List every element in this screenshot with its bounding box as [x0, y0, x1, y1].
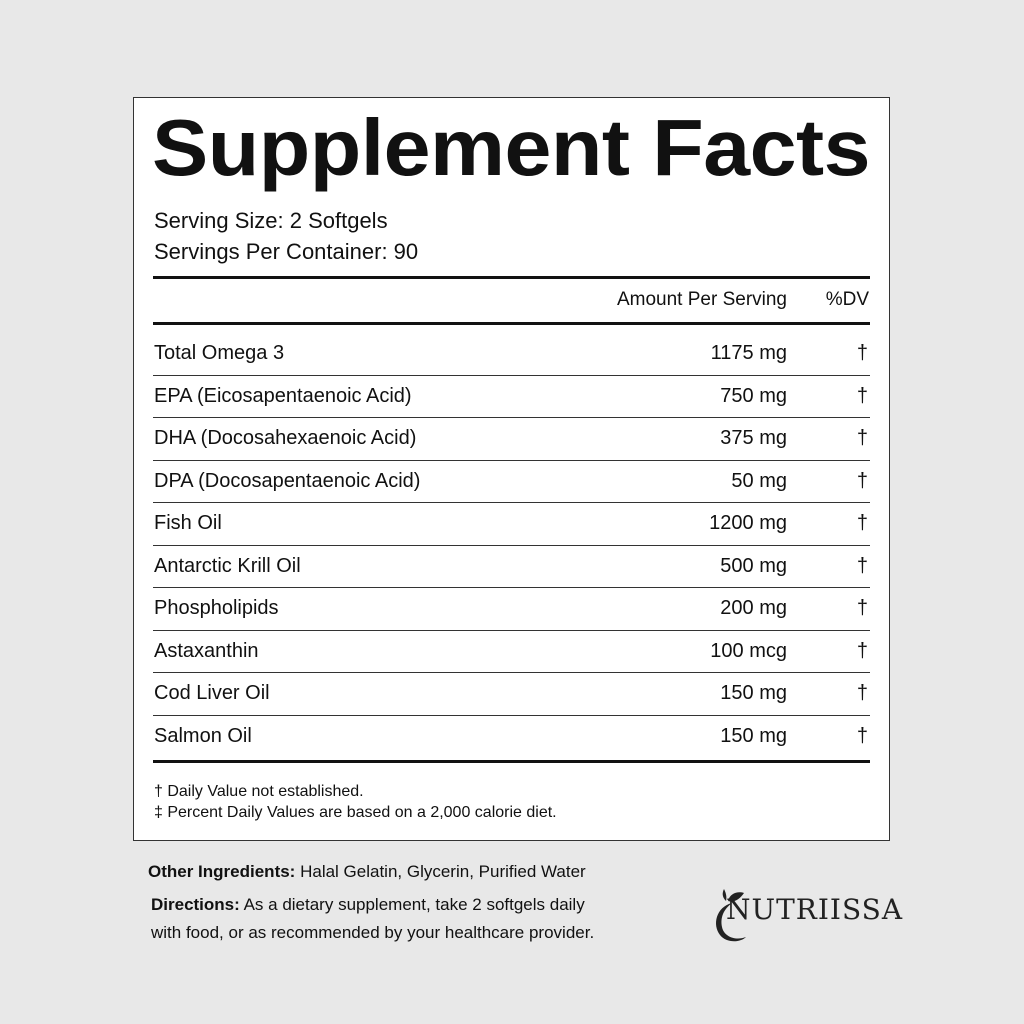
divider	[153, 276, 870, 279]
footnote-dagger: † Daily Value not established.	[154, 783, 364, 800]
serving-size: Serving Size: 2 Softgels	[154, 208, 388, 233]
other-ingredients-text: Halal Gelatin, Glycerin, Purified Water	[295, 862, 586, 881]
directions-label: Directions:	[151, 895, 240, 914]
other-ingredients-label: Other Ingredients:	[148, 862, 296, 881]
nutrient-name: Salmon Oil	[154, 724, 252, 747]
nutrient-dv: †	[856, 384, 868, 407]
nutrient-dv: †	[856, 427, 868, 449]
nutrient-name: DPA (Docosapentaenoic Acid)	[154, 469, 421, 492]
divider	[153, 760, 870, 763]
nutrient-name: EPA (Eicosapentaenoic Acid)	[154, 384, 412, 407]
nutrient-table: Total Omega 3 1175 mg † EPA (Eicosapentaeno…	[153, 333, 870, 758]
directions-text: As a dietary supplement, take 2 softgels…	[239, 895, 585, 914]
dv-header: %DV	[825, 289, 869, 310]
table-row: EPA (Eicosapentaenoic Acid) 750 mg †	[153, 376, 870, 418]
page-title: Supplement Facts	[152, 103, 871, 192]
brand-name: NUTRIISSA	[726, 893, 904, 926]
nutrient-name: Total Omega 3	[154, 342, 285, 364]
footnote-double-dagger: ‡ Percent Daily Values are based on a 2,…	[154, 804, 557, 821]
nutrient-amount: 750 mg	[720, 384, 787, 407]
table-row: Phospholipids 200 mg †	[153, 588, 870, 631]
nutrient-dv: †	[856, 469, 868, 492]
nutrient-name: DHA (Docosahexaenoic Acid)	[154, 427, 417, 449]
servings-per-container: Servings Per Container: 90	[154, 239, 419, 264]
nutrient-amount: 1175 mg	[710, 342, 787, 364]
table-row: Cod Liver Oil 150 mg †	[153, 673, 870, 716]
nutrient-amount: 500 mg	[720, 554, 787, 577]
table-row: Astaxanthin 100 mcg †	[153, 631, 870, 673]
table-row: Total Omega 3 1175 mg †	[153, 333, 870, 376]
nutrient-dv: †	[856, 597, 868, 619]
nutrient-dv: †	[856, 639, 868, 662]
nutrient-name: Phospholipids	[154, 597, 279, 619]
nutrient-name: Antarctic Krill Oil	[154, 554, 301, 577]
nutrient-dv: †	[856, 342, 868, 364]
nutrient-dv: †	[856, 554, 868, 577]
nutrient-amount: 150 mg	[720, 682, 787, 704]
nutrient-name: Astaxanthin	[154, 639, 259, 662]
supplement-facts-panel: Supplement Facts Serving Size: 2 Softgel…	[133, 97, 890, 841]
amount-header: Amount Per Serving	[616, 289, 787, 310]
directions: Directions: As a dietary supplement, tak…	[151, 895, 585, 915]
nutrient-amount: 375 mg	[720, 427, 787, 449]
nutrient-dv: †	[856, 682, 868, 704]
nutrient-name: Cod Liver Oil	[154, 682, 270, 704]
leaf-crescent-icon	[716, 889, 746, 942]
table-row: DHA (Docosahexaenoic Acid) 375 mg †	[153, 418, 870, 461]
other-ingredients: Other Ingredients: Halal Gelatin, Glycer…	[148, 862, 586, 882]
nutrient-amount: 200 mg	[720, 597, 787, 619]
nutrient-dv: †	[856, 724, 868, 747]
nutrient-name: Fish Oil	[154, 512, 222, 534]
nutrient-amount: 100 mcg	[710, 639, 787, 662]
nutrient-amount: 1200 mg	[709, 512, 787, 534]
table-row: Salmon Oil 150 mg †	[153, 716, 870, 759]
directions-continued: with food, or as recommended by your hea…	[151, 923, 595, 942]
nutrient-dv: †	[856, 512, 868, 534]
nutrient-amount: 150 mg	[720, 724, 787, 747]
brand-logo: NUTRIISSA	[712, 889, 904, 942]
table-row: DPA (Docosapentaenoic Acid) 50 mg †	[153, 461, 870, 503]
nutrient-amount: 50 mg	[731, 469, 787, 492]
table-row: Fish Oil 1200 mg †	[153, 503, 870, 546]
divider	[153, 322, 870, 325]
table-row: Antarctic Krill Oil 500 mg †	[153, 546, 870, 588]
